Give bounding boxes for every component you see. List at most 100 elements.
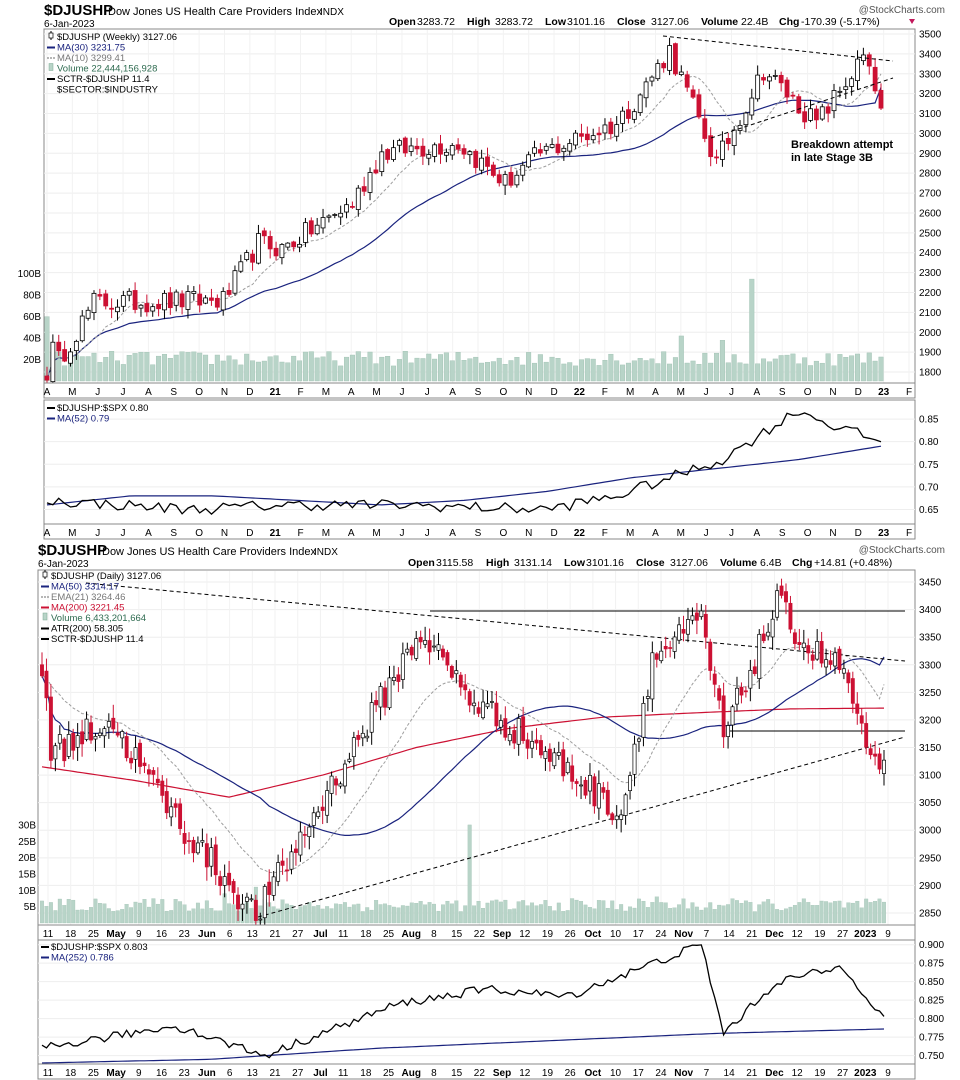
volume-bar	[432, 358, 438, 382]
candle-body	[749, 97, 755, 116]
volume-bar	[144, 352, 150, 382]
candle-body	[120, 295, 126, 307]
candle-body	[526, 154, 532, 168]
candle-body	[420, 145, 426, 157]
candle-body	[717, 688, 722, 701]
candle-body	[360, 732, 365, 739]
candle-body	[831, 90, 837, 112]
x-tick-label: M	[372, 387, 380, 398]
volume-tick-label: 30B	[18, 820, 36, 831]
candle-body	[220, 291, 226, 311]
candle-body	[374, 700, 379, 706]
y-tick-label: 2100	[919, 308, 942, 319]
candle-body	[93, 736, 98, 740]
candle-body	[297, 243, 302, 248]
candle-body	[855, 703, 860, 714]
candle-body	[584, 133, 590, 141]
x-tick-label: 9	[885, 1068, 891, 1079]
volume-bar	[641, 900, 646, 924]
candle-body	[195, 842, 200, 854]
y-tick-label: 0.80	[919, 437, 939, 448]
candle-body	[103, 293, 109, 307]
x-tick-label: D	[855, 528, 862, 539]
candle-body	[391, 677, 396, 681]
volume-bar	[797, 902, 802, 924]
volume-bar	[681, 898, 686, 924]
volume-bar	[449, 903, 454, 924]
volume-bar	[167, 358, 173, 382]
volume-bar	[788, 906, 793, 924]
candle-body	[133, 747, 138, 760]
volume-bar	[164, 910, 169, 924]
volume-bar	[200, 908, 205, 924]
volume-bar	[66, 899, 71, 924]
volume-bar	[502, 364, 508, 382]
candle-body	[71, 732, 76, 751]
x-tick-label: N	[829, 387, 836, 398]
candle-body	[561, 147, 567, 153]
volume-bar	[498, 901, 503, 924]
volume-bar	[625, 362, 631, 382]
x-tick-label: 21	[746, 929, 758, 940]
daily-ratio-axis: 0.900 0.875 0.850 0.825 0.800 0.775 0.750	[919, 940, 944, 1062]
y-tick-label: 3000	[919, 129, 942, 140]
candle-body	[490, 164, 496, 176]
candle-body	[677, 624, 682, 641]
x-tick-label: J	[425, 528, 430, 539]
volume-bar	[91, 352, 97, 382]
x-tick-label: 11	[338, 929, 349, 940]
candle-body	[743, 112, 749, 126]
candle-body	[702, 118, 708, 139]
volume-bar	[367, 351, 373, 382]
x-tick-label: M	[322, 528, 330, 539]
candle-body	[351, 737, 356, 757]
candle-body	[583, 779, 588, 796]
candle-body	[445, 652, 450, 666]
volume-bar	[567, 362, 573, 382]
candle-body	[329, 775, 334, 794]
annotation-line-1: Breakdown attempt	[791, 139, 893, 151]
volume-bar	[833, 901, 837, 924]
volume-bar	[161, 353, 167, 382]
candle-body	[686, 619, 690, 635]
candle-body	[56, 341, 62, 352]
daily-ratio-panel	[37, 939, 916, 1065]
x-tick-label: F	[906, 387, 912, 398]
candle-body	[138, 304, 144, 309]
candle-body	[796, 96, 802, 114]
volume-bar	[743, 900, 748, 924]
candle-body	[485, 156, 490, 167]
candle-body	[227, 872, 232, 886]
candle-body	[162, 292, 167, 311]
candle-body	[432, 645, 436, 648]
quote-vol: 22.4B	[741, 16, 768, 28]
candle-body	[369, 702, 374, 733]
candle-body	[267, 236, 273, 250]
volume-bar	[133, 901, 138, 924]
weekly-trendlines	[662, 35, 894, 139]
candle-body	[828, 660, 833, 665]
x-tick-label: 12	[519, 1068, 531, 1079]
candle-body	[467, 151, 473, 156]
candle-body	[761, 77, 766, 81]
candle-body	[50, 341, 56, 383]
candle-body	[391, 147, 396, 160]
candle-body	[605, 789, 610, 815]
candle-body	[365, 735, 370, 739]
volume-bar	[819, 362, 825, 382]
candle-body	[289, 851, 294, 870]
x-tick-label: D	[855, 387, 862, 398]
y-tick-label: 3400	[919, 49, 942, 60]
candle-body	[97, 732, 102, 736]
volume-bar	[672, 357, 678, 382]
candle-body	[204, 843, 209, 868]
candle-body	[516, 718, 521, 745]
candle-body	[261, 230, 267, 237]
x-tick-label: 22	[574, 528, 586, 539]
weekly-ratio-lines	[46, 412, 882, 515]
x-tick-label: 21	[269, 929, 281, 940]
volume-bar	[508, 360, 514, 382]
volume-bar	[802, 357, 808, 382]
candle-body	[543, 145, 549, 151]
